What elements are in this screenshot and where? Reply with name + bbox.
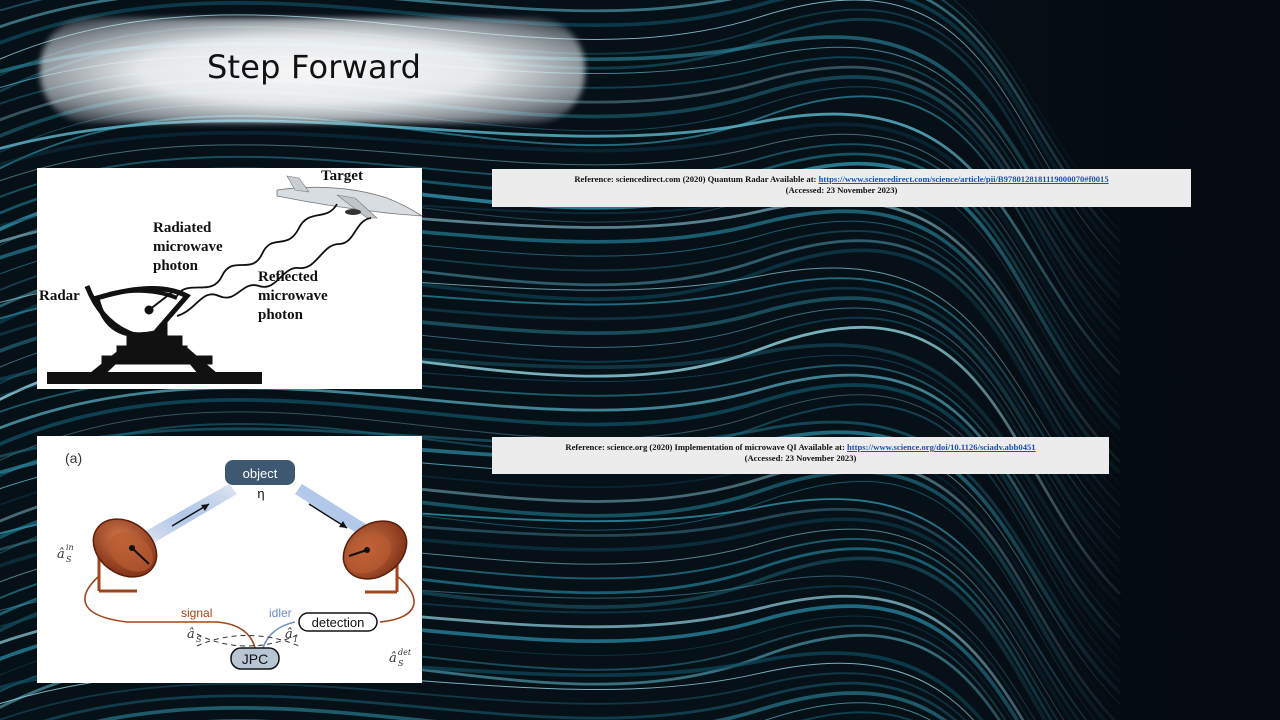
- a-s-det-operator: â: [389, 651, 397, 666]
- reference-2-accessed: (Accessed: 23 November 2023): [744, 453, 857, 463]
- signal-path: [84, 575, 256, 649]
- reference-1-link[interactable]: https://www.sciencedirect.com/science/ar…: [818, 174, 1109, 184]
- slide-title: Step Forward: [207, 48, 422, 86]
- radiated-photon-wave: [176, 203, 338, 297]
- a-s-operator: â: [187, 627, 195, 642]
- object-label: object: [243, 466, 278, 481]
- reference-1-text: Reference: sciencedirect.com (2020) Quan…: [574, 174, 819, 184]
- title-highlight: [40, 18, 585, 123]
- panel-label: (a): [65, 450, 82, 466]
- radar-label: Radar: [39, 288, 80, 304]
- reference-1-accessed: (Accessed: 23 November 2023): [785, 185, 898, 195]
- reference-box-1: Reference: sciencedirect.com (2020) Quan…: [492, 169, 1191, 207]
- detection-label: detection: [312, 615, 365, 630]
- reflected-label-line-1: Reflected: [258, 269, 319, 285]
- a-s-in-operator: â: [57, 547, 65, 562]
- radiated-label-line-3: photon: [153, 258, 199, 274]
- reference-box-2: Reference: science.org (2020) Implementa…: [492, 437, 1109, 474]
- reference-2-link[interactable]: https://www.science.org/doi/10.1126/scia…: [847, 442, 1036, 452]
- a-s-in-sup: in: [66, 543, 74, 552]
- eta-label: η: [257, 486, 264, 501]
- a-i-sub: I: [293, 635, 298, 644]
- idler-path: [262, 621, 296, 649]
- reference-2-text: Reference: science.org (2020) Implementa…: [565, 442, 847, 452]
- quantum-illumination-figure: (a) object η: [37, 436, 422, 683]
- signal-label: signal: [181, 606, 212, 620]
- a-s-sub: S: [196, 635, 202, 644]
- a-s-det-sup: det: [398, 648, 412, 657]
- a-s-in-sub: S: [66, 555, 72, 564]
- quantum-radar-figure: Target Radar Radiated microwave photon R…: [37, 168, 422, 389]
- reflected-label-line-3: photon: [258, 307, 304, 323]
- a-i-operator: â: [285, 627, 293, 642]
- radar-dish-icon: [84, 285, 217, 373]
- radar-ground: [47, 372, 262, 384]
- radiated-label-line-1: Radiated: [153, 220, 212, 236]
- object-box: [225, 460, 295, 485]
- reflected-label-line-2: microwave: [258, 288, 328, 304]
- jpc-label: JPC: [242, 651, 268, 667]
- detection-box: [298, 612, 378, 632]
- jpc-box: [230, 647, 280, 670]
- radiated-label-line-2: microwave: [153, 239, 223, 255]
- a-s-det-sub: S: [398, 659, 404, 668]
- receive-dish-icon: [342, 520, 408, 594]
- target-label: Target: [321, 168, 363, 184]
- reflected-photon-wave: [176, 217, 372, 317]
- transmit-dish-icon: [92, 518, 158, 593]
- detection-return-path: [379, 575, 415, 623]
- idler-label: idler: [269, 606, 292, 620]
- outgoing-beam: [137, 484, 237, 548]
- airplane-icon: [276, 175, 422, 219]
- entanglement-dashes: [196, 633, 300, 647]
